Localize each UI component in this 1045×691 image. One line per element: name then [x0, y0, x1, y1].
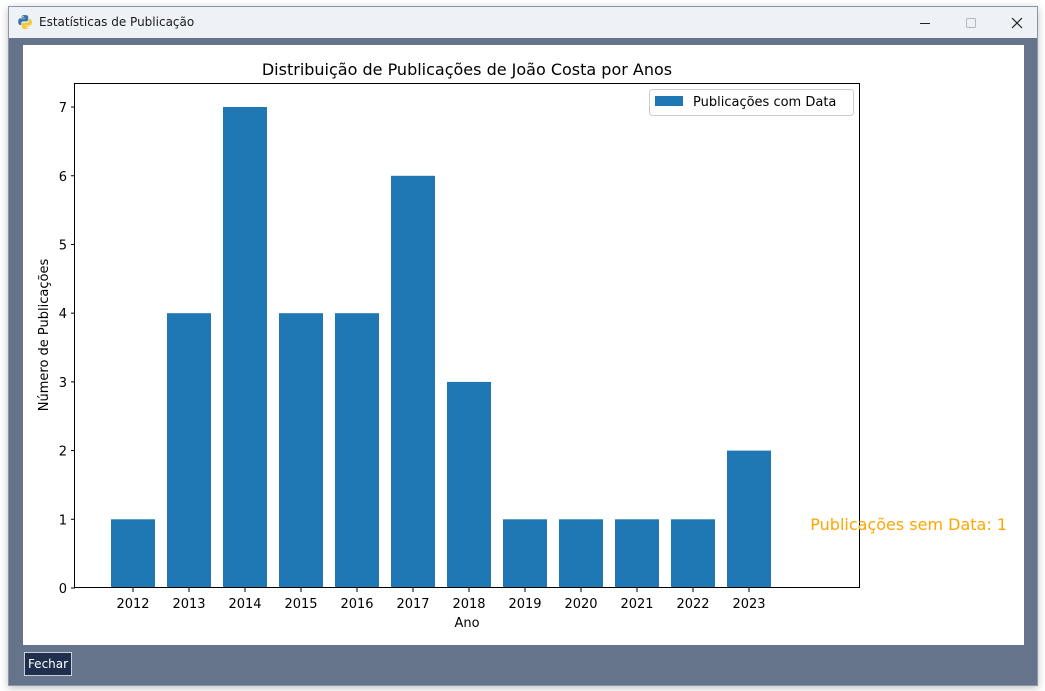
bar-2020 [559, 519, 603, 588]
x-tick-label: 2020 [564, 597, 597, 612]
bar-2013 [167, 313, 211, 588]
legend-label: Publicações com Data [693, 95, 836, 110]
y-tick-label: 0 [59, 582, 67, 597]
y-tick-label: 1 [59, 513, 67, 528]
maximize-icon [966, 17, 976, 28]
x-tick-label: 2019 [508, 597, 541, 612]
bar-2019 [503, 519, 547, 588]
y-tick-label: 6 [59, 170, 67, 185]
legend-swatch [655, 96, 683, 106]
bar-2021 [615, 519, 659, 588]
y-tick-label: 7 [59, 101, 67, 116]
x-tick-label: 2013 [172, 597, 205, 612]
bar-2017 [391, 175, 435, 589]
close-icon [1011, 17, 1023, 28]
app-window: Estatísticas de Publicação Distribuição … [8, 6, 1038, 686]
y-tick-label: 4 [59, 307, 67, 322]
x-axis-label: Ano [454, 616, 479, 631]
chart-title: Distribuição de Publicações de João Cost… [262, 60, 672, 79]
bar-2022 [671, 519, 715, 588]
bar-2018 [447, 381, 491, 588]
bar-2015 [279, 313, 323, 588]
y-tick-label: 2 [59, 445, 67, 460]
legend-box [649, 89, 854, 116]
bar-2023 [727, 450, 771, 588]
minimize-button[interactable] [902, 7, 948, 38]
bar-chart: Distribuição de Publicações de João Cost… [37, 60, 1007, 631]
x-tick-label: 2016 [340, 597, 373, 612]
x-tick-label: 2017 [396, 597, 429, 612]
x-tick-label: 2021 [620, 597, 653, 612]
plot-frame [74, 83, 860, 588]
python-icon [18, 15, 32, 29]
x-tick-label: 2022 [676, 597, 709, 612]
x-tick-label: 2015 [284, 597, 317, 612]
bar-2014 [223, 107, 267, 588]
y-tick-label: 5 [59, 238, 67, 253]
x-tick-label: 2023 [732, 597, 765, 612]
x-tick-label: 2018 [452, 597, 485, 612]
chart-canvas: Distribuição de Publicações de João Cost… [23, 45, 1024, 645]
minimize-icon [920, 22, 930, 24]
maximize-button[interactable] [948, 7, 994, 38]
bar-2012 [111, 519, 155, 588]
x-tick-label: 2014 [228, 597, 261, 612]
chart-legend: Publicações com Data [649, 89, 854, 116]
undated-publications-annotation: Publicações sem Data: 1 [810, 515, 1007, 534]
title-bar: Estatísticas de Publicação [9, 7, 1037, 38]
window-title: Estatísticas de Publicação [39, 15, 195, 29]
y-axis-label: Número de Publicações [37, 259, 52, 412]
close-window-button[interactable] [994, 7, 1040, 38]
bar-2016 [335, 313, 379, 588]
x-tick-label: 2012 [116, 597, 149, 612]
close-button[interactable]: Fechar [24, 652, 72, 676]
y-tick-label: 3 [59, 376, 67, 391]
